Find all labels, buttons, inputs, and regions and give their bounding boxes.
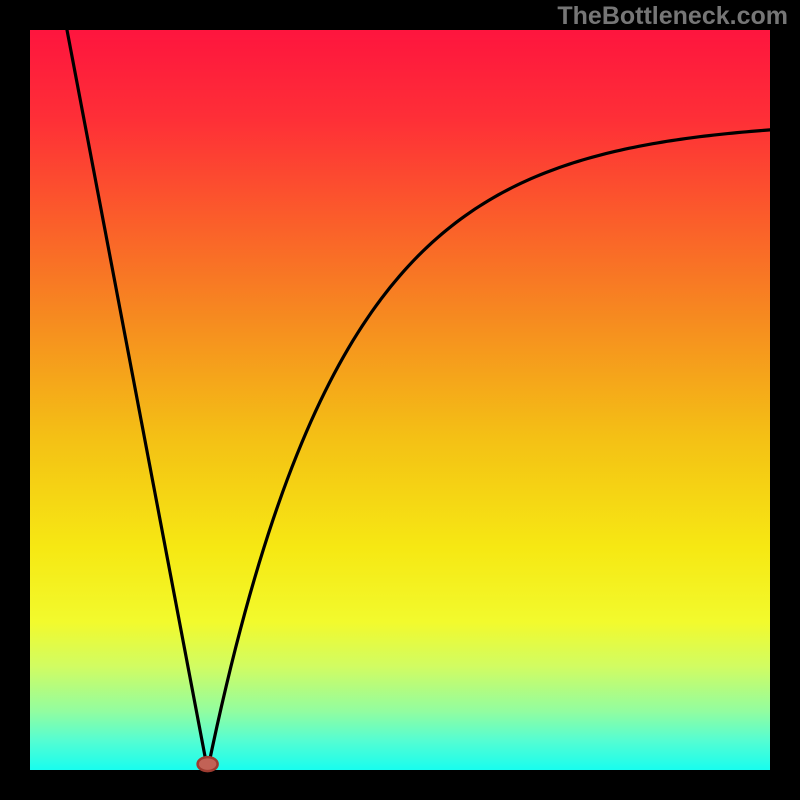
gradient-plot-area (30, 30, 770, 770)
optimum-marker (198, 757, 218, 771)
chart-container: TheBottleneck.com (0, 0, 800, 800)
bottleneck-chart (0, 0, 800, 800)
watermark-text: TheBottleneck.com (557, 2, 788, 31)
